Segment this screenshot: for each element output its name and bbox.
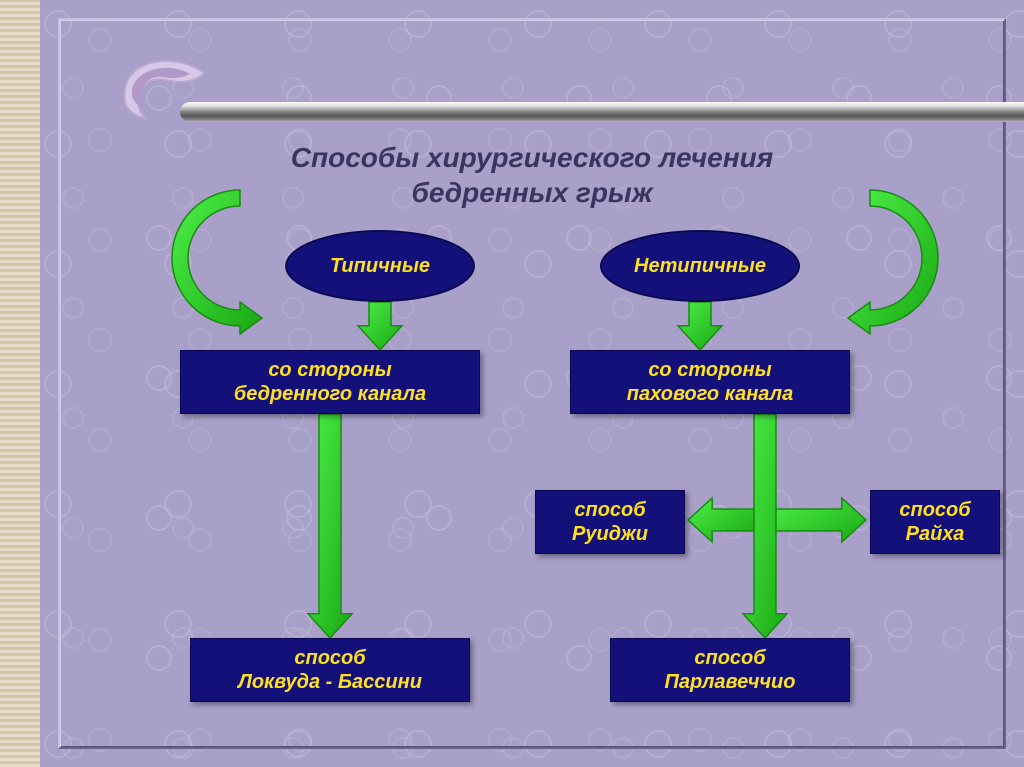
node-femoral-text: со стороны бедренного канала (234, 358, 426, 406)
slide-area: Способы хирургического лечения бедренных… (40, 0, 1024, 767)
node-typical-label: Типичные (330, 254, 430, 278)
node-typical: Типичные (285, 230, 475, 302)
metal-bar (180, 102, 1024, 122)
node-atypical-label: Нетипичные (634, 254, 766, 278)
slide-title: Способы хирургического лечения бедренных… (40, 140, 1024, 210)
node-inguinal-text: со стороны пахового канала (627, 358, 793, 406)
node-ruiji: способ Руиджи (535, 490, 685, 554)
node-inguinal-canal: со стороны пахового канала (570, 350, 850, 414)
node-parlavec-text: способ Парлавеччио (665, 646, 796, 694)
node-atypical: Нетипичные (600, 230, 800, 302)
left-stripe (0, 0, 40, 767)
node-raiha-text: способ Райха (899, 498, 970, 546)
boomerang-icon (110, 48, 230, 138)
title-line-1: Способы хирургического лечения (291, 142, 773, 173)
node-lokvud-text: способ Локвуда - Бассини (238, 646, 422, 694)
node-femoral-canal: со стороны бедренного канала (180, 350, 480, 414)
title-line-2: бедренных грыж (412, 177, 653, 208)
node-ruiji-text: способ Руиджи (572, 498, 648, 546)
node-raiha: способ Райха (870, 490, 1000, 554)
node-lokvud-bassini: способ Локвуда - Бассини (190, 638, 470, 702)
node-parlavecchio: способ Парлавеччио (610, 638, 850, 702)
